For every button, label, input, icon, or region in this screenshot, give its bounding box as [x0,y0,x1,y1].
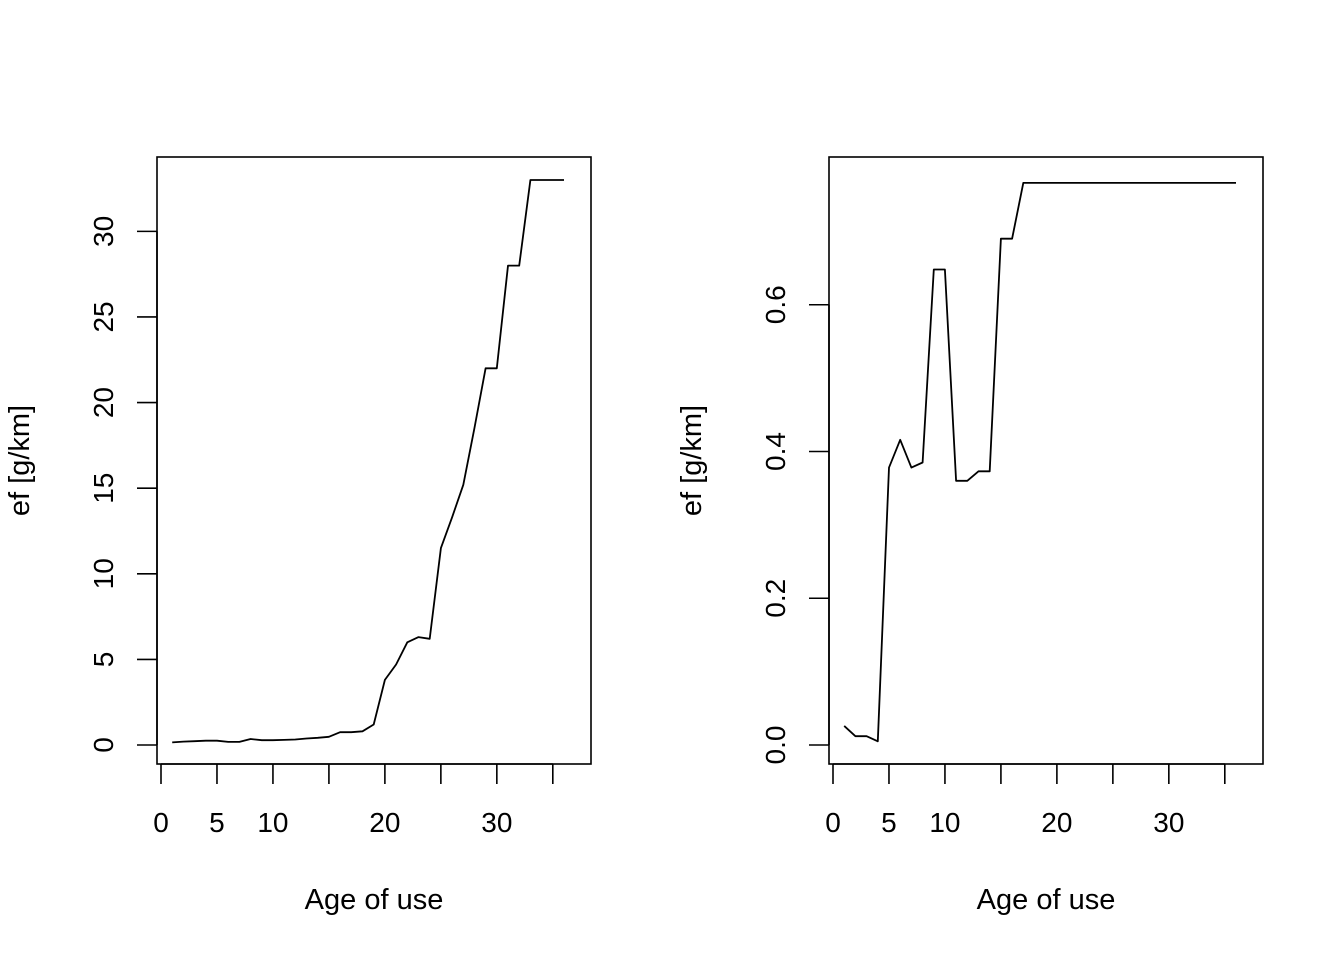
y-axis-title: ef [g/km] [676,405,708,516]
y-axis: 0 5 10 15 20 25 30 ef [g/km] [4,216,158,753]
x-axis-title: Age of use [305,884,444,916]
x-tick-label: 20 [1041,807,1072,838]
y-axis-title: ef [g/km] [4,405,36,516]
y-tick-label: 5 [88,652,119,668]
right-panel: 0 5 10 20 30 Age of use 0.0 0.2 0.4 0.6 ef [g/km] [676,156,1264,916]
x-tick-label: 30 [1153,807,1184,838]
x-axis: 0 5 10 20 30 Age of use [825,763,1226,916]
y-tick-label: 20 [88,387,119,418]
series-line [843,181,1236,743]
y-tick-label: 0.4 [760,432,791,471]
y-tick-label: 0.6 [760,285,791,324]
plot-frame [828,156,1264,765]
y-tick-label: 0.0 [760,726,791,765]
x-tick-label: 0 [153,807,169,838]
x-tick-label: 0 [825,807,841,838]
x-tick-label: 5 [209,807,225,838]
x-tick-label: 5 [881,807,897,838]
y-tick-label: 10 [88,558,119,589]
y-tick-label: 0 [88,737,119,753]
y-tick-label: 30 [88,216,119,247]
plot-frame [156,156,592,765]
x-tick-label: 10 [257,807,288,838]
y-tick-label: 15 [88,473,119,504]
y-tick-label: 25 [88,301,119,332]
y-tick-label: 0.2 [760,579,791,618]
x-axis: 0 5 10 20 30 Age of use [153,763,554,916]
x-tick-label: 20 [369,807,400,838]
x-axis-title: Age of use [977,884,1116,916]
left-panel: 0 5 10 20 30 Age of use 0 5 10 15 20 25 30 ef [g/km] [4,156,592,916]
x-tick-label: 10 [929,807,960,838]
y-axis: 0.0 0.2 0.4 0.6 ef [g/km] [676,285,830,765]
series-line [172,179,564,744]
x-tick-label: 30 [481,807,512,838]
